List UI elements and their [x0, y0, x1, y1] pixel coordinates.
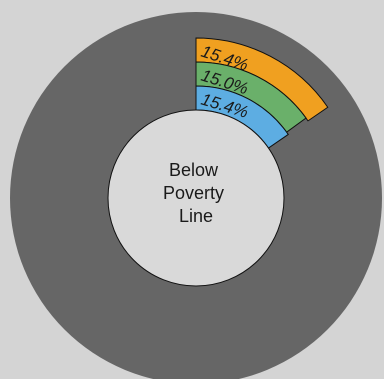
center-label-line-1: Below [169, 160, 219, 180]
center-label-line-2: Poverty [163, 183, 224, 203]
center-circle [107, 109, 285, 287]
center-label: Below Poverty Line [163, 160, 229, 226]
ring-segments: 15.4%15.0%15.4% [195, 37, 329, 149]
center-label-line-3: Line [179, 206, 213, 226]
